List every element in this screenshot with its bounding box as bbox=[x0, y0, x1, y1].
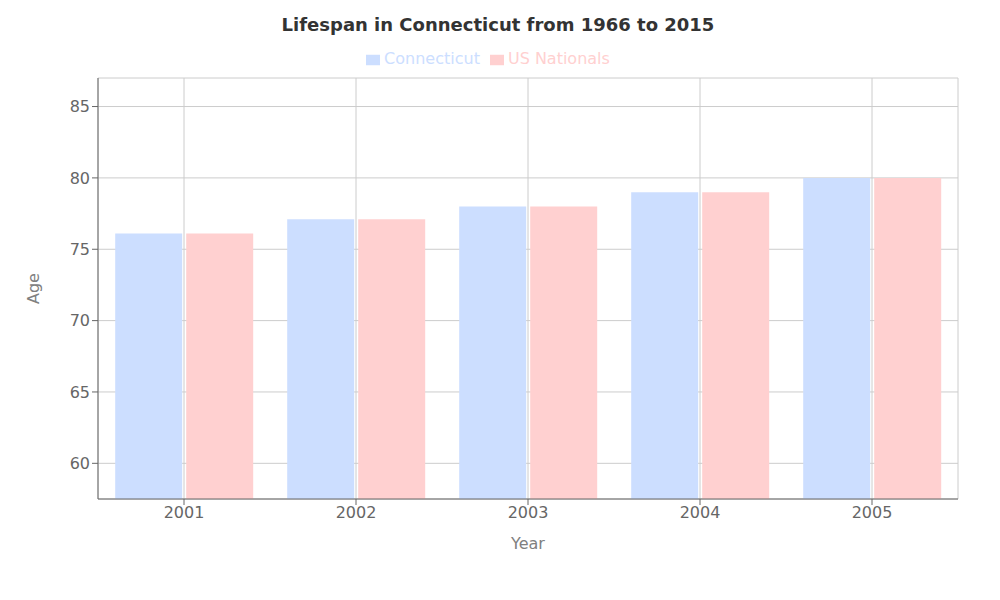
html-text:US Nationals: US Nationals bbox=[507, 49, 610, 68]
svg-text:Year: Year bbox=[510, 534, 545, 553]
svg-text:2003: 2003 bbox=[508, 503, 549, 522]
svg-text:80: 80 bbox=[70, 169, 90, 188]
svg-text:85: 85 bbox=[70, 97, 90, 116]
html-text:Connecticut: Connecticut bbox=[384, 49, 480, 68]
svg-text:2002: 2002 bbox=[336, 503, 377, 522]
svg-text:75: 75 bbox=[70, 240, 90, 259]
svg-text:2001: 2001 bbox=[164, 503, 205, 522]
html-text:Lifespan in Connecticut from 1: Lifespan in Connecticut from 1966 to 201… bbox=[281, 14, 715, 35]
svg-text:2004: 2004 bbox=[680, 503, 721, 522]
svg-text:70: 70 bbox=[70, 311, 90, 330]
svg-text:2005: 2005 bbox=[852, 503, 893, 522]
svg-text:Age: Age bbox=[24, 273, 43, 304]
svg-text:60: 60 bbox=[70, 454, 90, 473]
svg-text:65: 65 bbox=[70, 383, 90, 402]
